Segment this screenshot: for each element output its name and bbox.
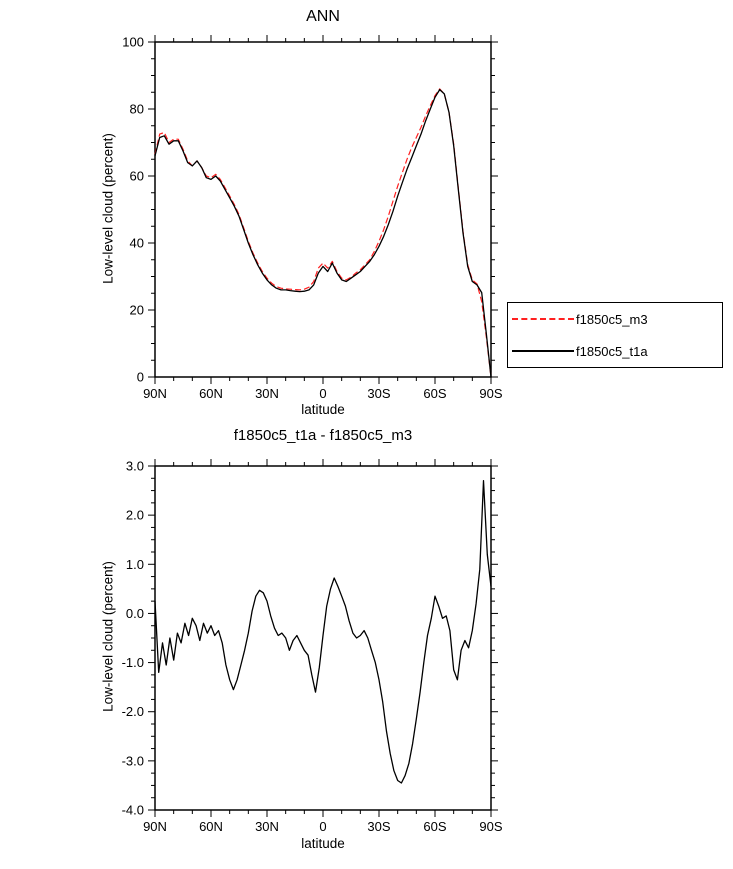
y-tick-label: 0.0 xyxy=(126,606,144,621)
bottom-plot: 90N 60N 30N 0 30S 60S 90S 3.0 2.0 1.0 0.0 -1.0 -2.0 -… xyxy=(122,459,503,835)
legend-entry-t1a: f1850c5_t1a xyxy=(508,335,722,367)
legend-label-t1a: f1850c5_t1a xyxy=(576,343,648,359)
plot-frame xyxy=(154,41,492,378)
legend-line-sample-m3-icon xyxy=(512,318,574,320)
bottom-chart-xlabel: latitude xyxy=(301,836,345,851)
x-tick-label: 60N xyxy=(199,386,223,401)
y-tick-label: -2.0 xyxy=(122,704,144,719)
top-chart-title: ANN xyxy=(306,8,340,25)
x-tick-label: 60S xyxy=(423,386,446,401)
y-tick-label: 80 xyxy=(130,102,144,117)
x-tick-label: 60N xyxy=(199,819,223,834)
legend-label-m3: f1850c5_m3 xyxy=(576,311,648,327)
series-line-f1850c5_t1a-f1850c5_m3 xyxy=(154,480,492,784)
legend-line-sample-t1a-icon xyxy=(512,350,574,352)
y-tick-label: 2.0 xyxy=(126,508,144,523)
y-tick-label: -4.0 xyxy=(122,803,144,818)
bottom-chart-title: f1850c5_t1a - f1850c5_m3 xyxy=(233,427,413,444)
legend: f1850c5_m3 f1850c5_t1a xyxy=(507,302,723,368)
x-tick-label: 0 xyxy=(319,819,326,834)
legend-entry-m3: f1850c5_m3 xyxy=(508,303,722,335)
x-tick-label: 30N xyxy=(255,819,279,834)
series-line-f1850c5_t1a xyxy=(154,88,492,378)
x-tick-label: 0 xyxy=(319,386,326,401)
y-tick-label: 20 xyxy=(130,303,144,318)
y-tick-label: -1.0 xyxy=(122,655,144,670)
x-tick-label: 90N xyxy=(143,386,167,401)
x-tick-label: 90N xyxy=(143,819,167,834)
x-tick-label: 60S xyxy=(423,819,446,834)
y-tick-label: -3.0 xyxy=(122,753,144,768)
x-tick-label: 90S xyxy=(479,819,502,834)
y-tick-label: 3.0 xyxy=(126,459,144,474)
x-tick-label: 30S xyxy=(367,819,390,834)
top-chart-xlabel: latitude xyxy=(301,402,345,417)
x-tick-label: 30N xyxy=(255,386,279,401)
top-plot: 90N 60N 30N 0 30S 60S 90S 0 20 40 60 80 100 xyxy=(122,35,503,402)
y-tick-label: 60 xyxy=(130,169,144,184)
series-line-f1850c5_m3 xyxy=(154,88,492,378)
y-tick-label: 100 xyxy=(122,35,144,50)
y-tick-label: 40 xyxy=(130,236,144,251)
y-tick-label: 1.0 xyxy=(126,557,144,572)
y-tick-label: 0 xyxy=(137,370,144,385)
x-tick-label: 90S xyxy=(479,386,502,401)
plot-frame xyxy=(154,465,492,811)
top-chart-ylabel: Low-level cloud (percent) xyxy=(100,133,116,284)
bottom-chart-ylabel: Low-level cloud (percent) xyxy=(100,561,116,712)
x-tick-label: 30S xyxy=(367,386,390,401)
